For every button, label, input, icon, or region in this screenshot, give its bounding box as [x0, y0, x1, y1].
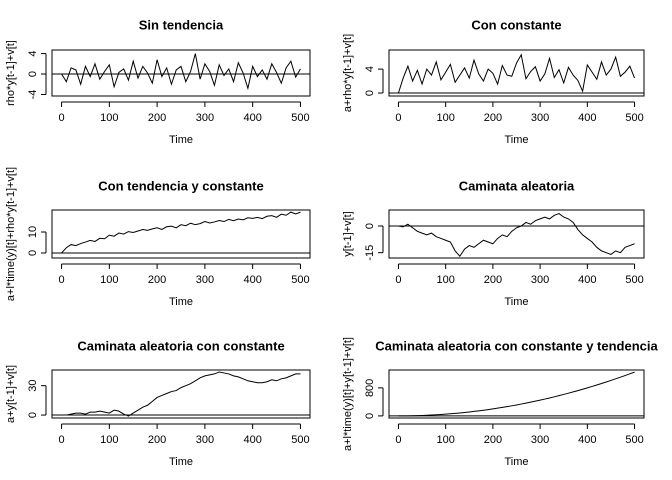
- x-tick-label: 100: [100, 274, 118, 286]
- x-axis-label: Time: [169, 296, 193, 308]
- x-tick-label: 0: [58, 112, 64, 124]
- x-tick-label: 400: [243, 112, 261, 124]
- series-line: [61, 371, 301, 417]
- x-tick-label: 100: [436, 434, 454, 446]
- x-tick-label: 300: [531, 434, 549, 446]
- y-tick-label: 0: [27, 71, 39, 77]
- x-tick-label: 200: [148, 274, 166, 286]
- x-tick-label: 300: [531, 112, 549, 124]
- x-tick-label: 200: [148, 112, 166, 124]
- plot-box: [388, 49, 645, 97]
- x-tick-label: 400: [578, 274, 596, 286]
- x-tick-label: 300: [531, 274, 549, 286]
- y-tick-label: 10: [27, 226, 39, 238]
- x-axis-label: Time: [169, 134, 193, 146]
- y-tick-label: 4: [364, 66, 376, 72]
- panel-title: Caminata aleatoria: [459, 178, 575, 193]
- y-tick-label: 4: [27, 51, 39, 57]
- x-tick-label: 500: [291, 274, 309, 286]
- x-tick-label: 300: [196, 434, 214, 446]
- x-tick-label: 500: [291, 112, 309, 124]
- y-tick-label: 0: [364, 223, 376, 229]
- series-line: [397, 53, 636, 94]
- y-tick-label: 0: [364, 413, 376, 419]
- series-line: [398, 371, 635, 417]
- y-tick-label: 0: [27, 412, 39, 418]
- y-tick-label: 30: [27, 380, 39, 392]
- x-tick-label: 0: [395, 434, 401, 446]
- x-tick-label: 500: [291, 434, 309, 446]
- series-line: [398, 212, 635, 258]
- series-line: [61, 211, 301, 254]
- x-axis-label: Time: [504, 296, 528, 308]
- panel-title: Caminata aleatoria con constante y tende…: [375, 338, 658, 353]
- x-tick-label: 100: [100, 112, 118, 124]
- x-tick-label: 300: [196, 274, 214, 286]
- x-tick-label: 100: [100, 434, 118, 446]
- x-axis-label: Time: [504, 134, 528, 146]
- x-tick-label: 200: [148, 434, 166, 446]
- y-tick-label: 800: [364, 379, 376, 397]
- series-line: [61, 53, 301, 91]
- y-axis-label: a+y[t-1]+v[t]: [5, 365, 17, 423]
- plot-box: [388, 209, 645, 259]
- y-tick-label: -15: [364, 245, 376, 261]
- x-tick-label: 400: [243, 434, 261, 446]
- x-tick-label: 500: [625, 112, 643, 124]
- x-tick-label: 400: [578, 112, 596, 124]
- y-tick-label: -4: [27, 90, 39, 100]
- y-axis-label: a+l*time(y)[t]+y[t-1]+v[t]: [342, 337, 354, 451]
- y-tick-label: 0: [364, 90, 376, 96]
- x-tick-label: 400: [243, 274, 261, 286]
- y-tick-label: 0: [27, 250, 39, 256]
- x-tick-label: 200: [484, 112, 502, 124]
- panel-title: Con tendencia y constante: [98, 178, 263, 193]
- x-tick-label: 100: [436, 112, 454, 124]
- x-tick-label: 200: [484, 274, 502, 286]
- y-axis-label: a+l*time(y)[t]+rho*y[t-1]+v[t]: [5, 167, 17, 301]
- x-tick-label: 200: [484, 434, 502, 446]
- plot-box: [51, 369, 311, 419]
- x-tick-label: 300: [196, 112, 214, 124]
- x-tick-label: 500: [625, 434, 643, 446]
- y-axis-label: a+rho*y[t-1]+v[t]: [342, 34, 354, 112]
- panel-title: Con constante: [471, 17, 561, 32]
- y-axis-label: rho*y[t-1]+v[t]: [5, 40, 17, 106]
- plot-box: [51, 49, 311, 97]
- plot-box: [51, 209, 311, 259]
- x-tick-label: 0: [58, 274, 64, 286]
- x-tick-label: 0: [395, 112, 401, 124]
- x-tick-label: 500: [625, 274, 643, 286]
- y-axis-label: y[t-1]+v[t]: [342, 211, 354, 257]
- x-tick-label: 100: [436, 274, 454, 286]
- x-tick-label: 0: [395, 274, 401, 286]
- x-tick-label: 400: [578, 434, 596, 446]
- x-axis-label: Time: [169, 456, 193, 468]
- panel-title: Sin tendencia: [139, 17, 224, 32]
- plot-box: [388, 369, 645, 419]
- x-axis-label: Time: [504, 456, 528, 468]
- x-tick-label: 0: [58, 434, 64, 446]
- panel-title: Caminata aleatoria con constante: [77, 338, 284, 353]
